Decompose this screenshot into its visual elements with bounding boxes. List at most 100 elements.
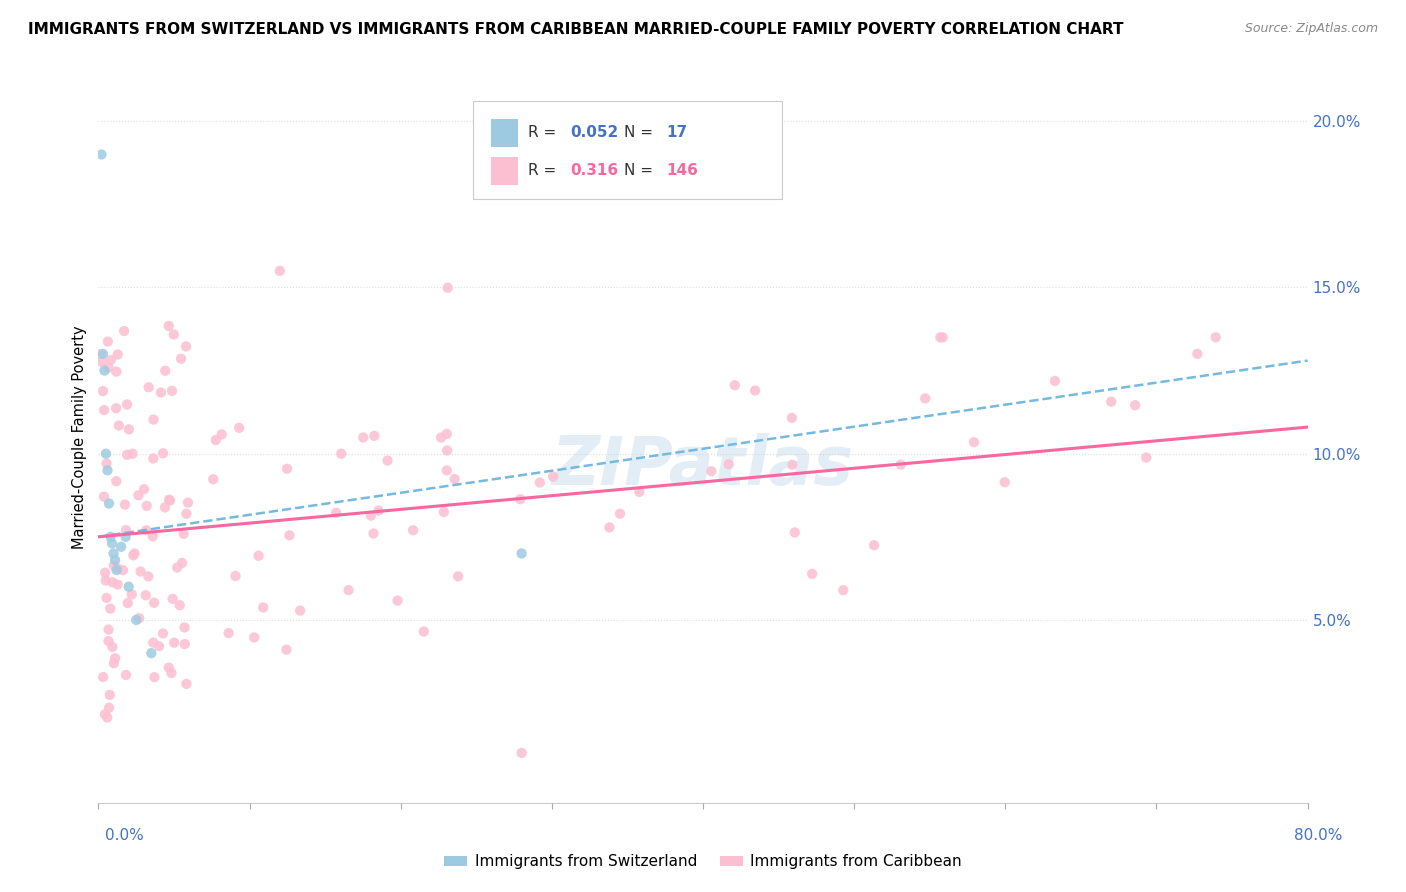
Point	[447, 569, 470, 583]
Point	[243, 631, 266, 645]
Point	[430, 431, 453, 445]
Point	[436, 463, 458, 477]
Point	[163, 327, 186, 342]
Point	[160, 384, 183, 398]
Point	[155, 364, 177, 378]
Point	[98, 497, 121, 511]
Point	[90, 355, 112, 369]
Point	[121, 587, 143, 601]
Point	[136, 569, 159, 583]
Point	[142, 529, 165, 543]
Point	[288, 604, 311, 618]
Point	[108, 418, 131, 433]
Point	[118, 580, 141, 594]
Point	[132, 482, 155, 496]
Point	[115, 448, 138, 462]
Y-axis label: Married-Couple Family Poverty: Married-Couple Family Poverty	[72, 326, 87, 549]
Point	[94, 447, 117, 461]
Point	[541, 469, 564, 483]
Point	[105, 365, 128, 379]
Point	[101, 536, 124, 550]
Point	[176, 677, 198, 691]
Point	[101, 640, 124, 654]
Point	[148, 639, 170, 653]
Point	[177, 495, 200, 509]
Point	[510, 546, 533, 560]
Point	[202, 472, 225, 486]
Point	[103, 558, 125, 573]
Point	[142, 412, 165, 426]
Point	[91, 384, 114, 398]
Text: R =: R =	[527, 125, 555, 139]
Point	[135, 523, 157, 537]
Text: 0.0%: 0.0%	[105, 828, 145, 843]
Point	[153, 500, 176, 515]
Point	[152, 626, 174, 640]
Bar	[492, 157, 517, 185]
Point	[94, 566, 117, 580]
Point	[929, 330, 952, 344]
Point	[96, 710, 118, 724]
Point	[363, 429, 385, 443]
Point	[89, 347, 111, 361]
Point	[436, 443, 458, 458]
Point	[377, 453, 399, 467]
Point	[163, 636, 186, 650]
Point	[157, 660, 180, 674]
Point	[628, 484, 651, 499]
Point	[174, 339, 197, 353]
Point	[124, 546, 146, 560]
Point	[166, 560, 188, 574]
Point	[1135, 450, 1157, 465]
Point	[135, 499, 157, 513]
Text: N =: N =	[624, 162, 654, 178]
Point	[330, 447, 353, 461]
Point	[994, 475, 1017, 490]
Point	[142, 451, 165, 466]
Point	[717, 457, 740, 471]
Point	[170, 351, 193, 366]
Point	[363, 526, 385, 541]
Point	[96, 463, 118, 477]
Point	[152, 446, 174, 460]
Point	[176, 507, 198, 521]
Point	[276, 642, 298, 657]
Point	[157, 492, 180, 507]
Text: IMMIGRANTS FROM SWITZERLAND VS IMMIGRANTS FROM CARIBBEAN MARRIED-COUPLE FAMILY P: IMMIGRANTS FROM SWITZERLAND VS IMMIGRANT…	[28, 22, 1123, 37]
Text: 80.0%: 80.0%	[1295, 828, 1343, 843]
Point	[98, 601, 121, 615]
Point	[252, 600, 274, 615]
Point	[402, 523, 425, 537]
Point	[107, 577, 129, 591]
Point	[149, 385, 172, 400]
Point	[103, 546, 125, 560]
Point	[278, 528, 301, 542]
Text: 146: 146	[666, 162, 699, 178]
Point	[159, 493, 181, 508]
Point	[387, 593, 409, 607]
Point	[143, 670, 166, 684]
Point	[107, 347, 129, 361]
Point	[276, 461, 298, 475]
Point	[269, 264, 291, 278]
Point	[436, 281, 458, 295]
Point	[211, 427, 233, 442]
Point	[125, 613, 148, 627]
Point	[104, 553, 127, 567]
Point	[352, 430, 374, 444]
Point	[122, 549, 145, 563]
Point	[100, 530, 122, 544]
Point	[143, 596, 166, 610]
Point	[510, 746, 533, 760]
Point	[433, 505, 456, 519]
Point	[1099, 394, 1122, 409]
Point	[101, 575, 124, 590]
Point	[1043, 374, 1066, 388]
Text: 17: 17	[666, 125, 688, 139]
Point	[114, 530, 136, 544]
Text: 0.316: 0.316	[569, 162, 619, 178]
Point	[160, 665, 183, 680]
Point	[127, 488, 149, 502]
Point	[114, 498, 136, 512]
Text: N =: N =	[624, 125, 654, 139]
